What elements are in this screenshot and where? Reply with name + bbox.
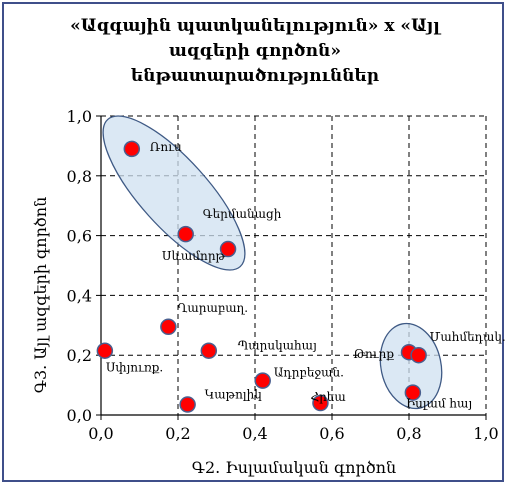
data-point <box>123 140 141 158</box>
point-label: Գերմանացի <box>203 207 282 221</box>
x-tick-label: 1,0 <box>473 424 498 443</box>
chart-title-line-1: «Ազգային պատկանելություն» x «Այլ <box>70 16 440 36</box>
y-tick-label: 0,8 <box>67 167 92 186</box>
x-tick-label: 0,4 <box>242 424 267 443</box>
chart-title: «Ազգային պատկանելություն» x «Այլ ազգերի … <box>0 14 510 89</box>
chart-title-line-3: ենթատարածություններ <box>130 66 380 86</box>
ellipse-cluster-right <box>379 322 443 410</box>
y-axis-label: Գ3. Այլ ազգերի գործոն <box>31 197 50 394</box>
x-tick-label: 0,2 <box>165 424 190 443</box>
x-tick-label: 0,6 <box>319 424 344 443</box>
point-label: Սփյուռք. <box>106 361 163 375</box>
point-label: Ռուս <box>150 140 182 154</box>
data-point <box>160 318 177 336</box>
point-label: Ղարաբաղ. <box>177 301 248 315</box>
point-labels: Ռուս Գերմանացի Սևամորթ Ղարաբաղ. Պարսկահայ Սփյ… <box>106 140 506 411</box>
point-label: Կաթոլիկ <box>205 388 263 402</box>
point-label: Սևամորթ <box>162 249 226 263</box>
y-tick-label: 0,6 <box>67 227 92 246</box>
point-label: Ադրբեջան. <box>274 366 344 380</box>
data-point <box>200 342 218 359</box>
data-point <box>177 225 194 243</box>
x-tick-label: 0,0 <box>88 424 113 443</box>
x-axis-label: Գ2. Իսլամական գործոն <box>192 458 396 477</box>
point-label: Իսլամ հայ <box>406 397 472 411</box>
y-tick-label: 0,4 <box>67 286 92 305</box>
data-point <box>254 372 271 389</box>
point-label: Պարսկահայ <box>238 339 317 353</box>
data-point <box>410 346 427 364</box>
axes <box>96 115 487 420</box>
point-label: Մահմեդակ. <box>430 330 506 344</box>
chart-title-line-2: ազգերի գործոն» <box>169 41 341 61</box>
data-point <box>219 240 237 258</box>
y-tick-label: 0,0 <box>67 406 92 425</box>
y-tick-label: 1,0 <box>67 107 92 126</box>
data-point <box>404 384 422 401</box>
point-label: Թուրք <box>353 347 394 361</box>
group-ellipses <box>102 115 443 410</box>
tick-labels: 0,0 0,2 0,4 0,6 0,8 1,0 0,0 0,2 0,4 0,6 0,8 1,0 <box>67 107 499 443</box>
ellipse-cluster-left <box>102 115 246 271</box>
x-tick-label: 0,8 <box>396 424 421 443</box>
data-points <box>96 140 427 413</box>
data-point <box>179 396 196 413</box>
point-label: Հրեա <box>310 390 345 404</box>
data-point <box>312 394 329 412</box>
data-point <box>96 342 114 359</box>
y-tick-label: 0,2 <box>67 346 92 365</box>
